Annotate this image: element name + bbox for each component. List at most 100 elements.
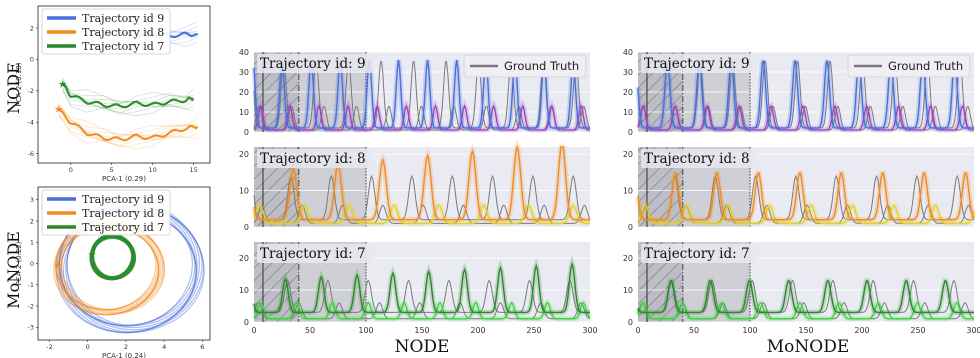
pca-xtick-label: 0 [69,166,73,174]
ytick-label: 20 [239,88,249,97]
time-series-panel: 0 10 20 Trajectory id: 8 [623,147,977,232]
xtick-label: 200 [854,326,869,335]
ytick-label: 10 [239,286,249,295]
prediction-main [637,60,974,129]
xtick-label: 250 [910,326,925,335]
xtick-label: 250 [526,326,541,335]
start-star-icon: ★ [54,261,63,272]
legend-label: Trajectory id 7 [82,40,164,53]
ytick-label: 0 [628,223,633,232]
xtick-label: 0 [635,326,640,335]
pca-ylabel: PCA-2 (0.22) [15,241,23,285]
time-series-panel: 0 10 20 Trajectory id: 7 0 50 100 150 200 250 300 [623,242,980,335]
time-series-panel: 0 10 20 30 40 Trajectory id: 9 Ground Truth [239,48,591,137]
panel-title: Trajectory id: 9 [260,56,366,72]
xtick-label: 300 [582,326,597,335]
pca-ytick-label: -3 [28,324,34,332]
ytick-label: 20 [623,150,633,159]
node-time-series-panels: 0 10 20 30 40 Trajectory id: 9 Ground Truth 0 10… [239,48,598,335]
ytick-label: 30 [623,68,633,77]
panel-title-box [257,54,373,73]
panel-title-box [257,149,373,168]
ytick-label: 40 [239,48,249,57]
pca-monode-plot: -2 0 2 4 6 3 2 1 0 -1 -2 -3 PCA-1 (0.24) PCA-2 (0.22)… [15,186,211,358]
xtick-label: 100 [742,326,757,335]
panel-title: Trajectory id: 8 [644,151,750,167]
pca-xtick-label: 6 [200,343,204,351]
ytick-label: 0 [628,318,633,327]
xtick-label: 100 [358,326,373,335]
pca-xtick-label: 5 [110,166,114,174]
pca-orbit-7 [89,233,136,281]
ytick-label: 20 [623,254,633,263]
pca-xtick-label: 4 [162,343,166,351]
pca-ytick-label: -2 [28,87,34,95]
ytick-label: 10 [623,286,633,295]
panel-title-box [641,149,757,168]
ytick-label: 20 [239,254,249,263]
pca-xtick-label: -2 [46,343,52,351]
pca-ytick-label: -1 [28,281,34,289]
pca-ytick-label: 1 [30,239,34,247]
pca-trajectory-sample [62,88,194,117]
prediction-second [253,104,591,131]
panel-title-box [257,244,373,263]
xtick-label: 200 [470,326,485,335]
panel-title: Trajectory id: 7 [260,246,366,262]
row-label-node: NODE [4,62,23,114]
legend-label: Ground Truth [888,59,963,73]
legend-label: Trajectory id 9 [82,12,164,25]
prediction-second [253,301,591,320]
prediction-main [253,261,590,314]
ytick-label: 30 [239,68,249,77]
pca-trajectory-sample [58,115,198,147]
ytick-label: 10 [623,186,633,195]
prediction-second [637,204,975,225]
pca-xtick-label: 15 [189,166,197,174]
pca-ytick-label: 0 [30,56,34,64]
prediction-main [637,172,975,221]
pca-trajectory-sample [58,105,198,138]
pca-trajectory-sample [58,103,198,136]
pca-ytick-label: 2 [30,217,34,225]
ytick-label: 0 [244,318,249,327]
panel-title: Trajectory id: 8 [260,151,366,167]
legend-label: Trajectory id 7 [82,221,164,234]
ytick-label: 40 [623,48,633,57]
panel-title: Trajectory id: 9 [644,56,750,72]
ytick-label: 0 [628,128,633,137]
pca-ylabel: PCA-2 (0.18) [15,62,23,106]
pca-trajectory-sample [62,90,194,114]
pca-legend [41,8,171,55]
pca-trajectory-sample [58,115,198,148]
pca-ytick-label: -6 [28,150,34,158]
pca-ytick-label: 3 [30,196,34,204]
column-label-monode: MoNODE [767,337,850,357]
ytick-label: 20 [239,150,249,159]
pca-ytick-label: 2 [30,24,34,32]
monode-time-series-panels: 0 10 20 30 40 Trajectory id: 9 Ground Truth 0 10… [623,48,980,335]
prediction-main [253,144,590,221]
pca-xlabel: PCA-1 (0.24) [102,352,146,358]
pca-legend [41,189,171,236]
xtick-label: 50 [305,326,315,335]
pca-xlabel: PCA-1 (0.29) [102,175,146,183]
legend-label: Ground Truth [504,59,579,73]
ground-truth-legend [847,54,971,78]
time-series-panel: 0 10 20 Trajectory id: 8 [239,138,591,232]
prediction-main [637,280,975,314]
pca-xtick-label: 10 [149,166,157,174]
legend-label: Trajectory id 8 [82,207,164,220]
column-label-node: NODE [395,337,450,357]
panel-title: Trajectory id: 7 [644,246,750,262]
xtick-label: 0 [251,326,256,335]
ytick-label: 0 [244,128,249,137]
legend-label: Trajectory id 8 [82,26,164,39]
pca-trajectory-7 [62,83,195,109]
pca-xtick-label: 2 [124,343,128,351]
ytick-label: 20 [623,88,633,97]
pca-trajectory-sample [62,78,194,103]
pca-xtick-label: 0 [86,343,90,351]
